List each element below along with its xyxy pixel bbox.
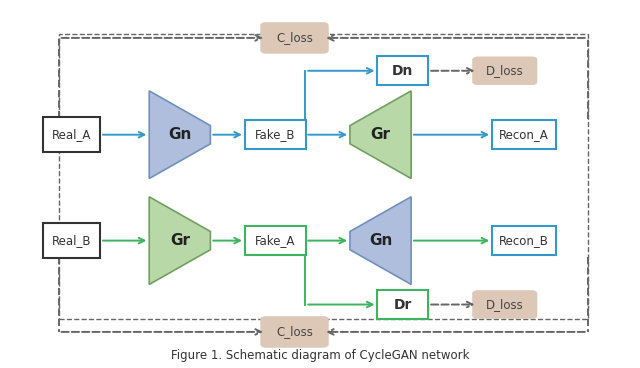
Text: Dn: Dn: [392, 64, 413, 78]
Text: Gn: Gn: [369, 233, 392, 248]
Polygon shape: [149, 91, 211, 178]
Text: Real_B: Real_B: [52, 234, 92, 247]
Bar: [43, 223, 100, 258]
Text: C_loss: C_loss: [276, 31, 313, 45]
FancyBboxPatch shape: [472, 291, 537, 318]
Polygon shape: [149, 197, 211, 284]
Text: Figure 1. Schematic diagram of CycleGAN network: Figure 1. Schematic diagram of CycleGAN …: [171, 349, 469, 362]
FancyBboxPatch shape: [472, 57, 537, 85]
Bar: [59, 34, 588, 319]
Bar: [43, 117, 100, 152]
Bar: [378, 290, 428, 319]
Bar: [245, 120, 306, 149]
Bar: [245, 226, 306, 255]
Bar: [492, 120, 556, 149]
Text: Recon_B: Recon_B: [499, 234, 549, 247]
Text: Gn: Gn: [168, 127, 191, 142]
Text: Fake_B: Fake_B: [255, 128, 296, 141]
Text: D_loss: D_loss: [486, 298, 524, 311]
Text: Fake_A: Fake_A: [255, 234, 296, 247]
Text: D_loss: D_loss: [486, 64, 524, 77]
Text: Recon_A: Recon_A: [499, 128, 548, 141]
Polygon shape: [350, 197, 411, 284]
Bar: [492, 226, 556, 255]
Text: Gr: Gr: [170, 233, 190, 248]
Text: Dr: Dr: [394, 297, 412, 312]
Bar: [378, 56, 428, 85]
Text: Gr: Gr: [371, 127, 390, 142]
Polygon shape: [350, 91, 411, 178]
FancyBboxPatch shape: [260, 316, 328, 347]
Text: Real_A: Real_A: [52, 128, 91, 141]
Text: C_loss: C_loss: [276, 325, 313, 339]
FancyBboxPatch shape: [260, 22, 328, 53]
